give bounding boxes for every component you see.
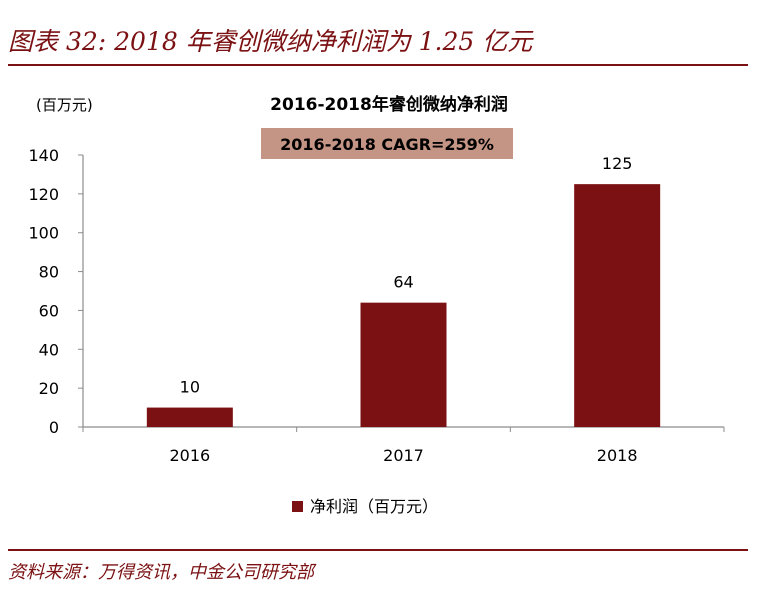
chart-title: 2016-2018年睿创微纳净利润 — [270, 94, 508, 115]
bar — [574, 184, 661, 427]
x-tick-label: 2017 — [383, 446, 424, 465]
y-tick-label: 140 — [28, 146, 59, 165]
y-axis-unit-label: (百万元) — [36, 96, 93, 114]
legend-swatch — [292, 501, 303, 512]
bar-chart: 2016-2018年睿创微纳净利润 2016-2018 CAGR=259% (百… — [28, 94, 725, 516]
y-tick-label: 20 — [39, 379, 59, 398]
x-tick-label: 2018 — [597, 446, 638, 465]
data-label: 64 — [393, 273, 413, 292]
data-label: 125 — [602, 154, 633, 173]
bar — [146, 407, 233, 427]
data-label: 10 — [180, 378, 200, 397]
bar — [360, 302, 447, 427]
y-tick-label: 40 — [39, 340, 59, 359]
y-tick-label: 80 — [39, 263, 59, 282]
title-divider — [8, 64, 748, 66]
figure-title: 图表 32: 2018 年睿创微纳净利润为 1.25 亿元 — [8, 27, 533, 56]
y-tick-label: 0 — [49, 418, 59, 437]
y-tick-label: 120 — [28, 185, 59, 204]
legend-label: 净利润（百万元） — [310, 497, 438, 516]
x-tick-label: 2016 — [169, 446, 210, 465]
y-tick-label: 100 — [28, 224, 59, 243]
plot-area: 0 20 40 60 80 100 120 140 10 2016 64 2017 125 2018 — [28, 146, 725, 465]
legend: 净利润（百万元） — [292, 497, 438, 516]
source-note: 资料来源：万得资讯，中金公司研究部 — [8, 562, 314, 583]
cagr-annotation-text: 2016-2018 CAGR=259% — [280, 135, 494, 154]
cagr-annotation-box — [261, 128, 513, 159]
source-divider — [8, 549, 748, 551]
y-tick-label: 60 — [39, 301, 59, 320]
